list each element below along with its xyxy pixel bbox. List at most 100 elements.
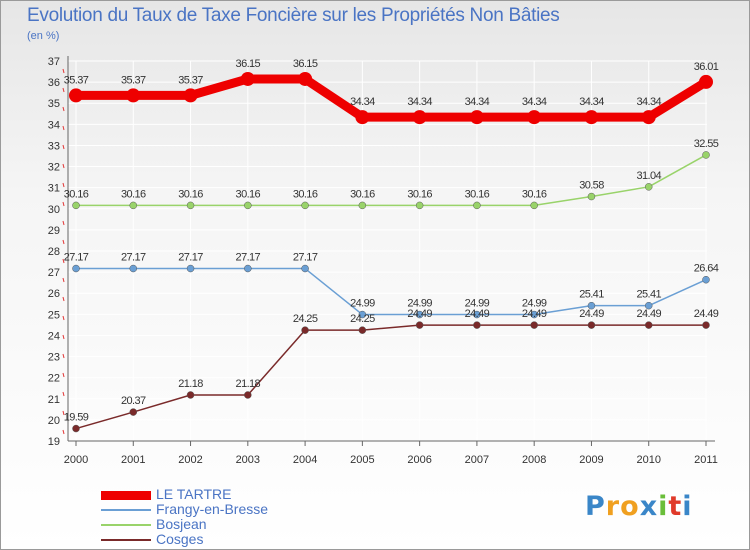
point-le-tartre [527,110,542,125]
x-tick-label: 2010 [636,454,660,466]
logo-letter: t [668,491,683,522]
point-le-tartre [240,71,255,86]
y-tick-label: 29 [48,225,60,237]
data-label-cosges: 20.37 [121,395,146,407]
point-cosges [72,424,80,433]
y-tick-label: 31 [48,183,60,195]
data-label-le-tartre: 36.15 [293,58,318,70]
point-le-tartre [699,74,713,89]
point-frangy-en-bresse [186,264,195,273]
point-bosjean [358,201,367,210]
point-bosjean [644,183,653,191]
point-cosges [702,321,710,329]
data-label-le-tartre: 35.37 [64,74,89,86]
point-bosjean [301,201,309,210]
data-label-frangy-en-bresse: 27.17 [178,252,203,264]
data-label-cosges: 24.49 [636,308,661,320]
data-label-bosjean: 30.16 [178,188,203,200]
logo-letter: i [682,491,693,522]
x-tick-label: 2003 [236,454,260,466]
point-bosjean [244,201,252,210]
data-label-bosjean: 30.16 [522,188,547,200]
data-label-le-tartre: 34.34 [350,96,375,108]
x-tick-label: 2005 [350,454,374,466]
data-label-frangy-en-bresse: 27.17 [293,252,318,264]
point-frangy-en-bresse [301,264,309,273]
data-label-frangy-en-bresse: 24.99 [407,298,432,310]
y-axis-marker [62,429,65,435]
data-label-le-tartre: 35.37 [121,74,146,86]
y-axis-marker [62,163,65,169]
series-line-frangy-en-bresse [75,267,707,316]
data-label-frangy-en-bresse: 27.17 [236,252,261,264]
point-le-tartre [412,110,427,125]
data-label-frangy-en-bresse: 24.99 [350,298,375,310]
y-axis-marker [62,201,65,207]
data-label-bosjean: 30.16 [121,188,146,200]
logo-letter: o [620,491,640,522]
data-label-frangy-en-bresse: 26.64 [694,263,719,275]
point-cosges [301,326,309,334]
data-label-le-tartre: 36.15 [236,58,261,70]
point-frangy-en-bresse [473,310,481,319]
y-tick-label: 28 [48,246,60,258]
point-cosges [358,326,367,334]
data-label-bosjean: 30.16 [64,188,89,200]
point-cosges [587,321,596,329]
y-tick-label: 27 [48,267,60,279]
y-tick-label: 25 [48,309,60,321]
data-label-frangy-en-bresse: 25.41 [579,289,604,301]
y-axis-marker [62,125,65,131]
point-frangy-en-bresse [530,310,538,319]
point-cosges [244,391,252,399]
y-tick-label: 20 [48,415,60,427]
logo-letter: r [605,491,621,522]
series-line-le-tartre [71,74,711,122]
y-tick-label: 23 [48,352,60,364]
point-le-tartre [355,110,370,125]
legend-label-bosjean: Bosjean [156,516,207,532]
x-tick-label: 2001 [121,454,145,466]
legend-swatch-le-tartre [101,491,151,500]
y-axis-marker [62,68,65,74]
series [69,71,713,433]
data-label-bosjean: 30.16 [236,188,261,200]
data-label-le-tartre: 34.34 [407,96,432,108]
y-tick-label: 35 [48,98,60,110]
x-tick-label: 2000 [64,454,88,466]
data-label-cosges: 24.25 [350,313,375,325]
data-label-cosges: 21.18 [178,378,203,390]
y-tick-label: 34 [48,119,60,131]
x-tick-label: 2009 [579,454,603,466]
point-le-tartre [69,88,83,103]
data-label-cosges: 24.49 [522,308,547,320]
data-label-le-tartre: 35.37 [178,74,203,86]
legend-label-le-tartre: LE TARTRE [156,486,232,502]
y-axis-marker [62,258,65,264]
x-tick-label: 2002 [178,454,202,466]
x-tick-label: 2008 [522,454,546,466]
logo-letter: P [585,491,606,522]
grid [68,60,707,442]
y-tick-label: 19 [48,436,60,448]
data-label-cosges: 24.49 [407,308,432,320]
point-frangy-en-bresse [129,264,138,273]
data-label-bosjean: 32.55 [694,138,719,150]
y-axis-marker [62,106,65,112]
legend-label-cosges: Cosges [156,531,204,547]
series-line-cosges [75,324,707,430]
point-le-tartre [298,71,313,86]
point-cosges [530,321,538,329]
y-tick-label: 24 [48,330,60,342]
legend-label-frangy-en-bresse: Frangy-en-Bresse [156,501,269,517]
point-le-tartre [641,110,656,125]
point-bosjean [473,201,481,210]
data-label-le-tartre: 34.34 [579,96,604,108]
point-le-tartre [469,110,484,125]
data-label-bosjean: 31.04 [636,170,661,182]
y-tick-label: 37 [48,56,60,68]
data-label-frangy-en-bresse: 24.99 [522,298,547,310]
x-tick-label: 2004 [293,454,317,466]
point-bosjean [702,151,710,159]
